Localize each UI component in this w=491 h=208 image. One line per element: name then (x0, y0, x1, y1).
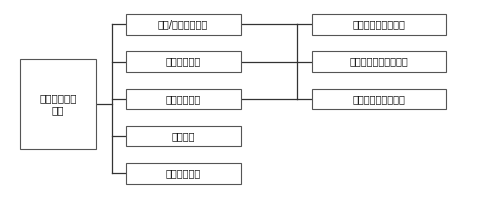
FancyBboxPatch shape (126, 14, 241, 35)
Text: 日志管理功能: 日志管理功能 (165, 168, 201, 178)
FancyBboxPatch shape (126, 89, 241, 109)
Text: 天线自动交换
系统: 天线自动交换 系统 (39, 93, 77, 115)
Text: 自动切换天线交换开关: 自动切换天线交换开关 (350, 57, 409, 67)
FancyBboxPatch shape (312, 51, 446, 72)
FancyBboxPatch shape (126, 51, 241, 72)
Text: 实时监测功能: 实时监测功能 (165, 94, 201, 104)
Text: 校时功能: 校时功能 (171, 131, 195, 141)
FancyBboxPatch shape (312, 89, 446, 109)
FancyBboxPatch shape (126, 126, 241, 146)
FancyBboxPatch shape (312, 14, 446, 35)
Text: 运行时间表管理功能: 运行时间表管理功能 (353, 20, 406, 30)
FancyBboxPatch shape (126, 163, 241, 183)
Text: 故障报警及联锁功能: 故障报警及联锁功能 (353, 94, 406, 104)
Text: 手动/自动切换功能: 手动/自动切换功能 (158, 20, 208, 30)
Text: 自动控制功能: 自动控制功能 (165, 57, 201, 67)
FancyBboxPatch shape (20, 58, 96, 150)
